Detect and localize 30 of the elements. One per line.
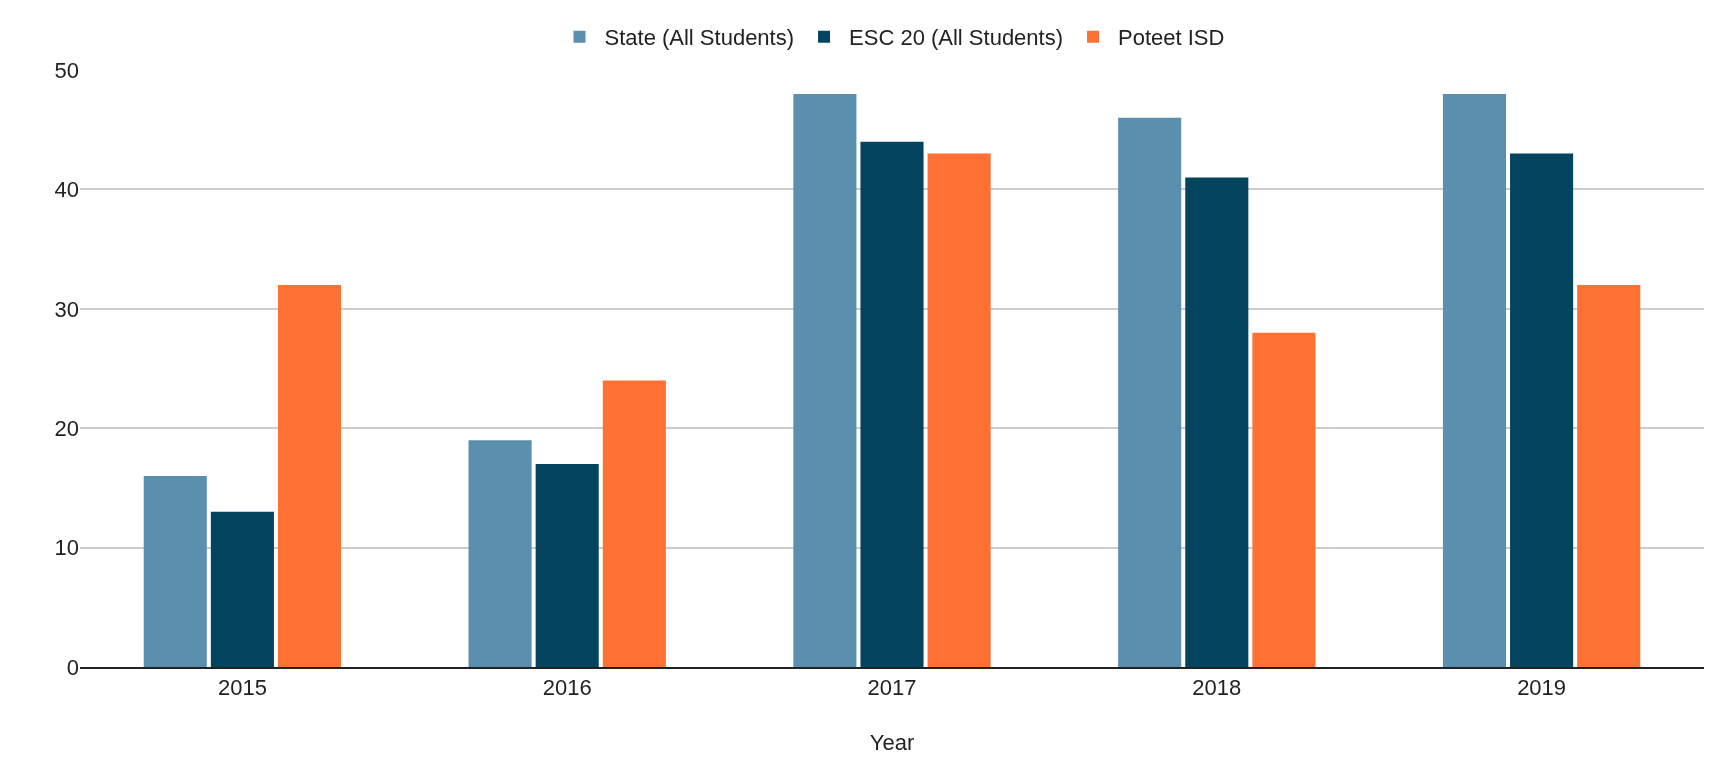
x-tick-label: 2019 (1517, 675, 1567, 701)
y-tick-label: 40 (54, 177, 79, 203)
bar (1252, 332, 1316, 667)
bar (1577, 284, 1641, 667)
legend-label: Poteet ISD (1118, 25, 1225, 51)
bar (927, 153, 991, 667)
bar (277, 284, 342, 667)
bar (602, 380, 666, 667)
bar (468, 440, 532, 667)
bar (860, 141, 924, 667)
y-tick-label: 50 (54, 57, 79, 83)
bar (1442, 93, 1507, 667)
legend-label: State (All Students) (604, 25, 795, 51)
x-tick-label: 2018 (1192, 675, 1242, 701)
bar (143, 475, 207, 667)
x-tick-label: 2016 (542, 675, 592, 701)
x-tick-label: 2017 (867, 675, 917, 701)
bar (1118, 117, 1182, 667)
legend-label: ESC 20 (All Students) (849, 25, 1064, 51)
y-tick-label: 0 (66, 654, 79, 680)
x-tick-label: 2015 (217, 675, 267, 701)
bar (793, 93, 857, 667)
x-axis-title: Year (869, 729, 915, 755)
bar (535, 464, 599, 667)
y-tick-label: 30 (54, 296, 79, 322)
y-tick-label: 10 (54, 535, 79, 561)
bar (210, 511, 274, 667)
bar (1510, 153, 1574, 667)
y-tick-label: 20 (54, 415, 79, 441)
bar (1185, 177, 1249, 667)
